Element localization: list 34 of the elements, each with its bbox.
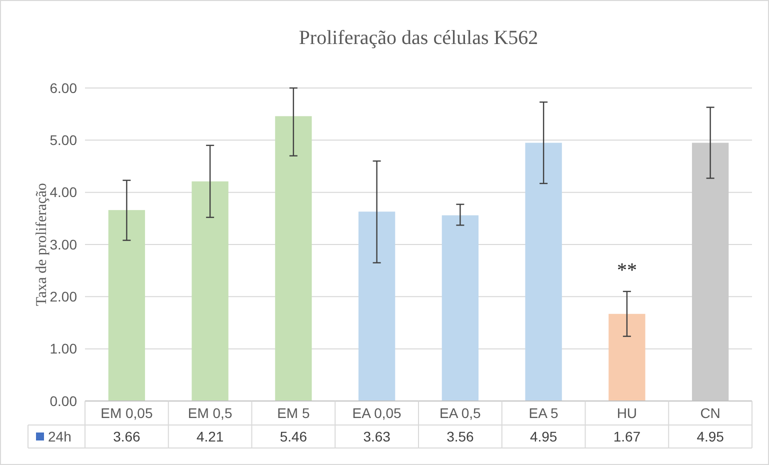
data-label: 3.63	[363, 428, 391, 444]
y-axis-title: Taxa de proliferação	[34, 182, 50, 306]
bar	[192, 181, 228, 401]
data-label: 4.95	[530, 428, 558, 444]
data-label: 4.21	[196, 428, 224, 444]
chart-title: Proliferação das células K562	[298, 27, 538, 49]
y-tick-label: 3.00	[50, 236, 78, 252]
x-tick-label: EM 0,05	[100, 404, 153, 421]
data-label: 1.67	[613, 428, 641, 444]
x-tick-label: CN	[700, 404, 720, 421]
text: 24h	[48, 428, 72, 444]
y-tick-label: 1.00	[50, 340, 78, 357]
x-tick-label: EA 5	[528, 404, 559, 421]
y-tick-label: 6.00	[50, 80, 78, 96]
data-label: 3.56	[446, 428, 474, 444]
data-label: 4.95	[696, 428, 724, 444]
y-tick-label: 2.00	[50, 288, 78, 305]
x-tick-label: EM 0,5	[188, 404, 232, 421]
bar	[442, 215, 479, 401]
data-label: 5.46	[280, 428, 308, 444]
x-tick-label: EA 0,05	[352, 404, 402, 421]
bar	[525, 142, 562, 401]
x-tick-label: HU	[616, 404, 638, 421]
bar	[275, 116, 312, 401]
bar	[108, 210, 146, 401]
data-label: 3.66	[113, 428, 141, 444]
x-tick-label: EA 0,5	[440, 404, 482, 421]
y-tick-label: 4.00	[50, 184, 78, 200]
annotation: **	[616, 259, 637, 282]
x-tick-label: EM 5	[277, 404, 310, 421]
bar	[358, 212, 396, 401]
y-tick-label: 5.00	[50, 132, 78, 148]
y-tick-label: 0.00	[50, 392, 78, 409]
bar	[608, 314, 646, 401]
